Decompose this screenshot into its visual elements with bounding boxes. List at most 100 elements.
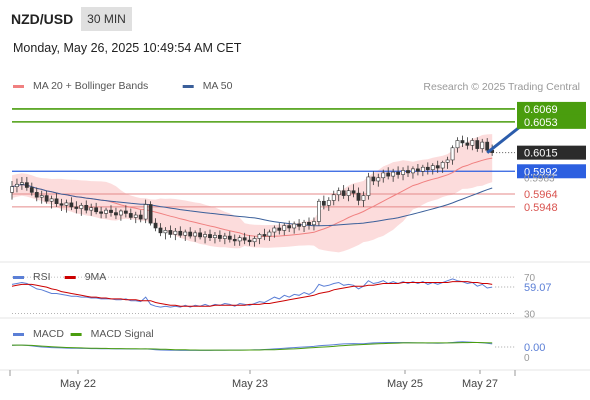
candle-body — [89, 207, 94, 211]
candle-body — [99, 211, 104, 214]
x-tick-label: May 25 — [387, 378, 423, 390]
candle-body — [247, 239, 252, 243]
interval-selector[interactable]: 30 MIN — [81, 7, 132, 31]
macd-last-label: 0.00 — [524, 342, 545, 354]
target-box — [517, 101, 586, 116]
candle-body — [84, 205, 89, 211]
candle-body — [292, 223, 297, 229]
candle-body — [29, 187, 34, 193]
candle-body — [198, 232, 203, 238]
candle-body — [59, 203, 64, 206]
legend-swatch — [13, 85, 24, 88]
legend-swatch — [182, 85, 194, 88]
candle-body — [34, 192, 39, 198]
target-box — [517, 114, 586, 129]
candle-body — [183, 231, 188, 236]
candle-body — [252, 238, 257, 243]
candle-body — [361, 195, 366, 201]
candle-body — [44, 195, 49, 202]
candle-body — [168, 230, 173, 235]
candle-body — [227, 235, 232, 240]
hidden-tick-label: 0.5983 — [524, 173, 555, 184]
candle-body — [10, 186, 14, 193]
candle-body — [237, 237, 242, 242]
candle-body — [401, 170, 405, 175]
support-label: 0.5948 — [524, 202, 558, 214]
candle-body — [158, 227, 163, 234]
candle-body — [420, 166, 425, 172]
candle-body — [79, 205, 84, 209]
datetime-label: Monday, May 26, 2025 10:49:54 AM CET — [13, 41, 242, 55]
candle-body — [430, 165, 435, 170]
candle-body — [321, 200, 326, 206]
candle-body — [485, 141, 490, 151]
candle-body — [277, 227, 282, 231]
candle-body — [297, 223, 302, 227]
last-price-label: 0.6015 — [524, 148, 558, 160]
candle-body — [366, 176, 371, 196]
candle-body — [74, 206, 79, 209]
legend-swatch — [64, 276, 76, 279]
candle-body — [39, 195, 44, 198]
candles-layer — [10, 108, 542, 247]
candle-body — [356, 192, 361, 201]
candle-body — [307, 222, 311, 226]
candle-body — [104, 209, 108, 214]
candle-body — [138, 214, 143, 220]
symbol-label: NZD/USD — [11, 11, 74, 27]
legend-label: RSI — [33, 271, 51, 283]
rsi-level-label: 30 — [524, 309, 536, 320]
time-axis: May 22 May 23 May 25 May 27 — [9, 370, 516, 390]
legend-swatch — [13, 276, 24, 279]
x-tick-label: May 27 — [462, 378, 498, 390]
watermark: Research © 2025 Trading Central — [423, 81, 580, 93]
x-tick-label: May 22 — [60, 378, 96, 390]
legend-swatch — [70, 333, 82, 336]
support-label: 0.5964 — [524, 189, 558, 201]
legend-label: MA 50 — [203, 80, 233, 92]
candle-body — [188, 231, 193, 237]
candle-body — [49, 198, 54, 202]
macd-series-line — [12, 342, 493, 351]
candle-body — [54, 198, 59, 204]
candle-body — [336, 190, 341, 196]
candle-body — [257, 234, 262, 239]
candle-body — [376, 177, 381, 182]
candle-body — [351, 190, 356, 194]
candle-body — [119, 210, 123, 216]
candle-body — [371, 176, 376, 182]
candle-body — [435, 165, 440, 169]
candle-body — [163, 230, 168, 234]
candle-body — [203, 234, 207, 238]
candle-body — [331, 194, 336, 201]
candle-body — [326, 200, 331, 206]
legends: MA 20 + Bollinger Bands MA 50 RSI 9MA MACD MA… — [13, 80, 580, 340]
candle-body — [123, 210, 128, 214]
candle-body — [312, 221, 316, 226]
candle-body — [148, 204, 153, 224]
candle-body — [460, 140, 465, 144]
candle-body — [386, 172, 391, 177]
candle-body — [411, 168, 415, 174]
candle-body — [222, 235, 227, 239]
target-label: 0.6053 — [524, 117, 558, 129]
candle-body — [24, 182, 29, 188]
rsi-series-line — [11, 281, 493, 307]
candle-body — [455, 140, 460, 149]
grid — [0, 261, 590, 371]
candle-body — [242, 237, 247, 241]
candle-body — [282, 225, 287, 231]
candle-body — [143, 204, 148, 220]
candle-body — [440, 162, 445, 169]
macd-tick-label: 0 — [524, 353, 530, 364]
target-label: 0.6069 — [524, 104, 558, 116]
candle-body — [114, 212, 118, 216]
legend-swatch — [13, 333, 24, 336]
candle-body — [208, 234, 212, 239]
candle-body — [415, 168, 420, 172]
bollinger-band-layer — [12, 134, 493, 253]
candle-body — [475, 140, 480, 149]
candle-body — [396, 171, 401, 175]
legend-label: MACD Signal — [91, 328, 154, 340]
